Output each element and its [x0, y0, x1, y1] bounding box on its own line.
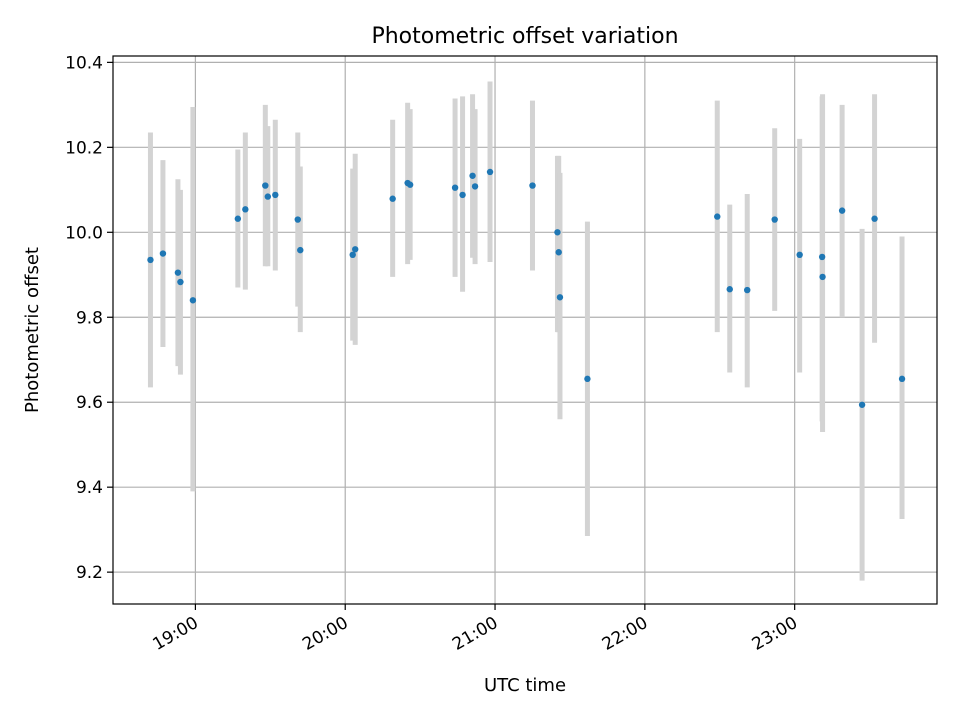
- data-point: [189, 297, 197, 304]
- plot-frame: [112, 55, 938, 605]
- x-axis-label: UTC time: [484, 675, 566, 696]
- y-tick-label: 10.0: [65, 223, 103, 243]
- y-tick-label: 9.2: [76, 563, 103, 583]
- y-tick-label: 10.2: [65, 138, 103, 158]
- data-point: [234, 215, 242, 222]
- data-point: [796, 251, 803, 259]
- x-tick-label: 21:00: [449, 613, 501, 655]
- x-tick-label: 19:00: [149, 613, 201, 655]
- data-point: [272, 191, 279, 199]
- errorbars: [147, 81, 905, 581]
- x-tick-label: 22:00: [599, 613, 651, 655]
- data-point: [819, 273, 826, 281]
- data-point: [389, 195, 396, 202]
- y-axis-label: Photometric offset: [22, 247, 43, 413]
- data-points: [147, 168, 906, 408]
- data-point: [159, 250, 167, 257]
- data-point: [352, 246, 359, 253]
- x-tick-label: 20:00: [299, 613, 351, 655]
- data-point: [838, 207, 846, 214]
- data-point: [529, 182, 536, 189]
- data-point: [556, 294, 564, 301]
- y-tick-label: 9.6: [76, 393, 103, 413]
- y-axis-ticks: 9.2 9.4 9.6 9.8 10.0 10.2 10.4: [65, 53, 113, 583]
- data-point: [554, 229, 561, 236]
- data-point: [264, 193, 272, 200]
- y-tick-label: 9.4: [76, 478, 103, 498]
- data-point: [177, 278, 184, 286]
- data-point: [147, 256, 154, 264]
- data-point: [555, 249, 562, 256]
- data-point: [469, 172, 476, 179]
- data-point: [486, 168, 494, 176]
- data-point: [714, 213, 721, 220]
- data-point: [858, 401, 866, 408]
- data-point: [471, 183, 479, 190]
- data-point: [898, 375, 906, 383]
- data-point: [297, 246, 304, 254]
- data-point: [349, 251, 356, 259]
- data-point: [744, 286, 751, 294]
- chart-title: Photometric offset variation: [371, 24, 678, 49]
- data-point: [871, 215, 878, 222]
- y-tick-label: 9.8: [76, 308, 103, 328]
- data-point: [174, 269, 182, 276]
- data-point: [771, 216, 778, 223]
- data-point: [242, 206, 249, 213]
- data-point: [818, 253, 826, 261]
- y-tick-label: 10.4: [65, 53, 103, 73]
- data-point: [459, 191, 466, 199]
- data-point: [262, 182, 269, 189]
- data-point: [584, 375, 591, 383]
- data-point: [726, 286, 733, 293]
- x-tick-label: 23:00: [749, 613, 801, 655]
- gridlines: [113, 56, 937, 604]
- data-point: [451, 184, 459, 191]
- data-point: [294, 216, 301, 223]
- x-axis-ticks: 19:00 20:00 21:00 22:00 23:00: [149, 604, 801, 655]
- data-point: [406, 181, 414, 188]
